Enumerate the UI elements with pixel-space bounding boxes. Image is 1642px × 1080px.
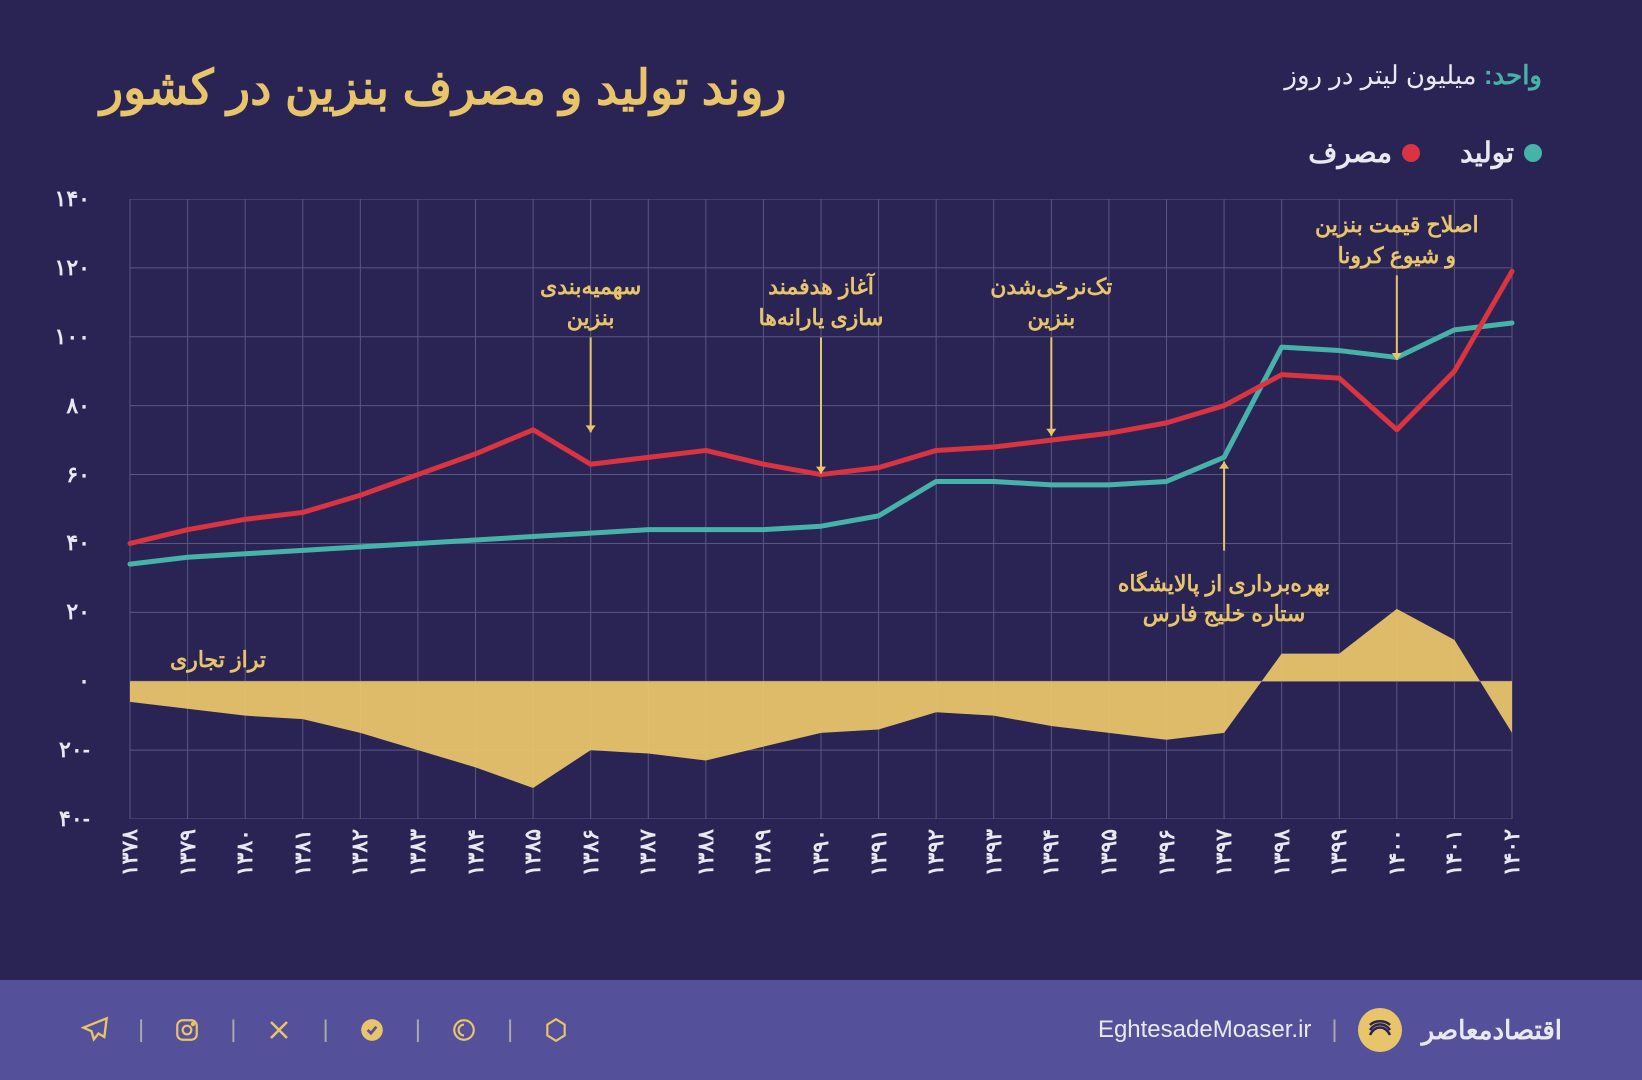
y-axis-ticks: -۴۰-۲۰۰۲۰۴۰۶۰۸۰۱۰۰۱۲۰۱۴۰	[40, 199, 100, 819]
rubika-icon[interactable]	[541, 1015, 571, 1045]
legend-consumption: مصرف	[1308, 136, 1420, 169]
header-row: واحد: میلیون لیتر در روز روند تولید و مص…	[100, 60, 1542, 116]
x-tick-label: ۱۴۰۰	[1384, 829, 1410, 876]
y-tick-label: ۴۰	[66, 530, 90, 556]
legend-production-label: تولید	[1460, 136, 1514, 169]
x-tick-label: ۱۳۹۱	[866, 829, 892, 876]
legend-dot-production	[1524, 144, 1542, 162]
chart-title: روند تولید و مصرف بنزین در کشور	[100, 60, 787, 116]
legend-production: تولید	[1460, 136, 1542, 169]
x-icon[interactable]	[264, 1015, 294, 1045]
x-tick-label: ۱۳۹۷	[1211, 829, 1237, 876]
bale-icon[interactable]	[357, 1015, 387, 1045]
x-tick-label: ۱۳۹۸	[1269, 829, 1295, 876]
x-tick-label: ۱۳۸۸	[693, 829, 719, 876]
x-tick-label: ۱۳۸۲	[347, 829, 373, 876]
y-tick-label: ۱۴۰	[55, 186, 90, 212]
y-tick-label: ۶۰	[66, 462, 90, 488]
footer-bar: | | | | | EghtesadeMoaser.ir | اقتصادمعا…	[0, 980, 1642, 1080]
chart-container: واحد: میلیون لیتر در روز روند تولید و مص…	[0, 0, 1642, 819]
unit-value: میلیون لیتر در روز	[1284, 60, 1476, 90]
unit-prefix: واحد:	[1484, 60, 1542, 90]
x-tick-label: ۱۳۸۵	[520, 829, 546, 876]
legend-dot-consumption	[1402, 144, 1420, 162]
x-tick-label: ۱۳۹۵	[1096, 829, 1122, 876]
x-tick-label: ۱۳۷۸	[117, 829, 143, 876]
y-tick-label: ۰	[78, 668, 90, 694]
x-tick-label: ۱۳۹۹	[1326, 829, 1352, 876]
instagram-icon[interactable]	[172, 1015, 202, 1045]
x-tick-label: ۱۳۸۹	[750, 829, 776, 876]
footer-brand: اقتصادمعاصر	[1422, 1015, 1562, 1046]
y-tick-label: ۸۰	[66, 393, 90, 419]
chart-annotation: اصلاح قیمت بنزینو شیوع کرونا	[1315, 210, 1479, 272]
x-tick-label: ۱۳۷۹	[175, 829, 201, 876]
chart-area: -۴۰-۲۰۰۲۰۴۰۶۰۸۰۱۰۰۱۲۰۱۴۰ ۱۳۷۸۱۳۷۹۱۳۸۰۱۳۸…	[100, 199, 1542, 819]
x-tick-label: ۱۳۹۲	[923, 829, 949, 876]
x-tick-label: ۱۳۹۴	[1038, 829, 1064, 876]
eitaa-icon[interactable]	[449, 1015, 479, 1045]
x-tick-label: ۱۳۸۶	[578, 829, 604, 876]
chart-annotation: آغاز هدفمندسازی یارانه‌ها	[759, 272, 884, 334]
legend: تولید مصرف	[100, 136, 1542, 169]
footer-logo-icon	[1358, 1008, 1402, 1052]
x-tick-label: ۱۳۸۳	[405, 829, 431, 876]
social-icons: | | | | |	[80, 1015, 571, 1045]
x-tick-label: ۱۳۹۳	[981, 829, 1007, 876]
x-tick-label: ۱۳۸۱	[290, 829, 316, 876]
y-tick-label: ۱۰۰	[55, 324, 90, 350]
x-tick-label: ۱۳۸۴	[463, 829, 489, 876]
chart-annotation: بهره‌برداری از پالایشگاهستاره خلیج فارس	[1118, 569, 1330, 631]
chart-annotation: سهمیه‌بندیبنزین	[540, 272, 641, 334]
balance-label: تراز تجاری	[170, 647, 266, 673]
x-tick-label: ۱۳۹۰	[808, 829, 834, 876]
x-tick-label: ۱۳۹۶	[1154, 829, 1180, 876]
y-tick-label: ۲۰	[66, 599, 90, 625]
x-tick-label: ۱۴۰۲	[1499, 829, 1525, 876]
unit-label-block: واحد: میلیون لیتر در روز	[1284, 60, 1542, 91]
footer-brand-block: EghtesadeMoaser.ir | اقتصادمعاصر	[1098, 1008, 1562, 1052]
legend-consumption-label: مصرف	[1308, 136, 1392, 169]
footer-site: EghtesadeMoaser.ir	[1098, 1016, 1311, 1044]
x-tick-label: ۱۳۸۰	[232, 829, 258, 876]
x-axis-ticks: ۱۳۷۸ ۱۳۷۹ ۱۳۸۰ ۱۳۸۱ ۱۳۸۲ ۱۳۸۳ ۱۳۸۴ ۱۳۸۵ ۱۳۸۶ ۱۳۸۷…	[100, 819, 1542, 899]
y-tick-label: -۴۰	[59, 806, 90, 832]
telegram-icon[interactable]	[80, 1015, 110, 1045]
x-tick-label: ۱۴۰۱	[1441, 829, 1467, 876]
chart-annotation: تک‌نرخی‌شدنبنزین	[990, 272, 1112, 334]
y-tick-label: ۱۲۰	[55, 255, 90, 281]
y-tick-label: -۲۰	[59, 737, 90, 763]
x-tick-label: ۱۳۸۷	[635, 829, 661, 876]
